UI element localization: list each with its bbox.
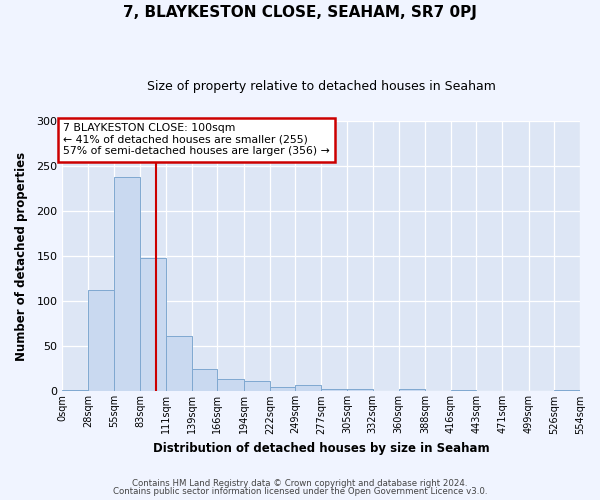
- Bar: [399, 388, 425, 392]
- Bar: [295, 385, 321, 392]
- Bar: [451, 390, 476, 392]
- Bar: [554, 390, 580, 392]
- Bar: [321, 388, 347, 392]
- Bar: [270, 387, 295, 392]
- Bar: [217, 379, 244, 392]
- Bar: [192, 369, 217, 392]
- Bar: [88, 290, 114, 392]
- Title: Size of property relative to detached houses in Seaham: Size of property relative to detached ho…: [147, 80, 496, 93]
- Bar: [140, 258, 166, 392]
- Bar: [62, 390, 88, 392]
- Bar: [347, 388, 373, 392]
- Bar: [244, 382, 270, 392]
- Text: 7 BLAYKESTON CLOSE: 100sqm
← 41% of detached houses are smaller (255)
57% of sem: 7 BLAYKESTON CLOSE: 100sqm ← 41% of deta…: [63, 124, 330, 156]
- Bar: [114, 178, 140, 392]
- Bar: [166, 336, 192, 392]
- X-axis label: Distribution of detached houses by size in Seaham: Distribution of detached houses by size …: [153, 442, 490, 455]
- Text: Contains public sector information licensed under the Open Government Licence v3: Contains public sector information licen…: [113, 487, 487, 496]
- Text: 7, BLAYKESTON CLOSE, SEAHAM, SR7 0PJ: 7, BLAYKESTON CLOSE, SEAHAM, SR7 0PJ: [123, 5, 477, 20]
- Text: Contains HM Land Registry data © Crown copyright and database right 2024.: Contains HM Land Registry data © Crown c…: [132, 478, 468, 488]
- Y-axis label: Number of detached properties: Number of detached properties: [15, 152, 28, 360]
